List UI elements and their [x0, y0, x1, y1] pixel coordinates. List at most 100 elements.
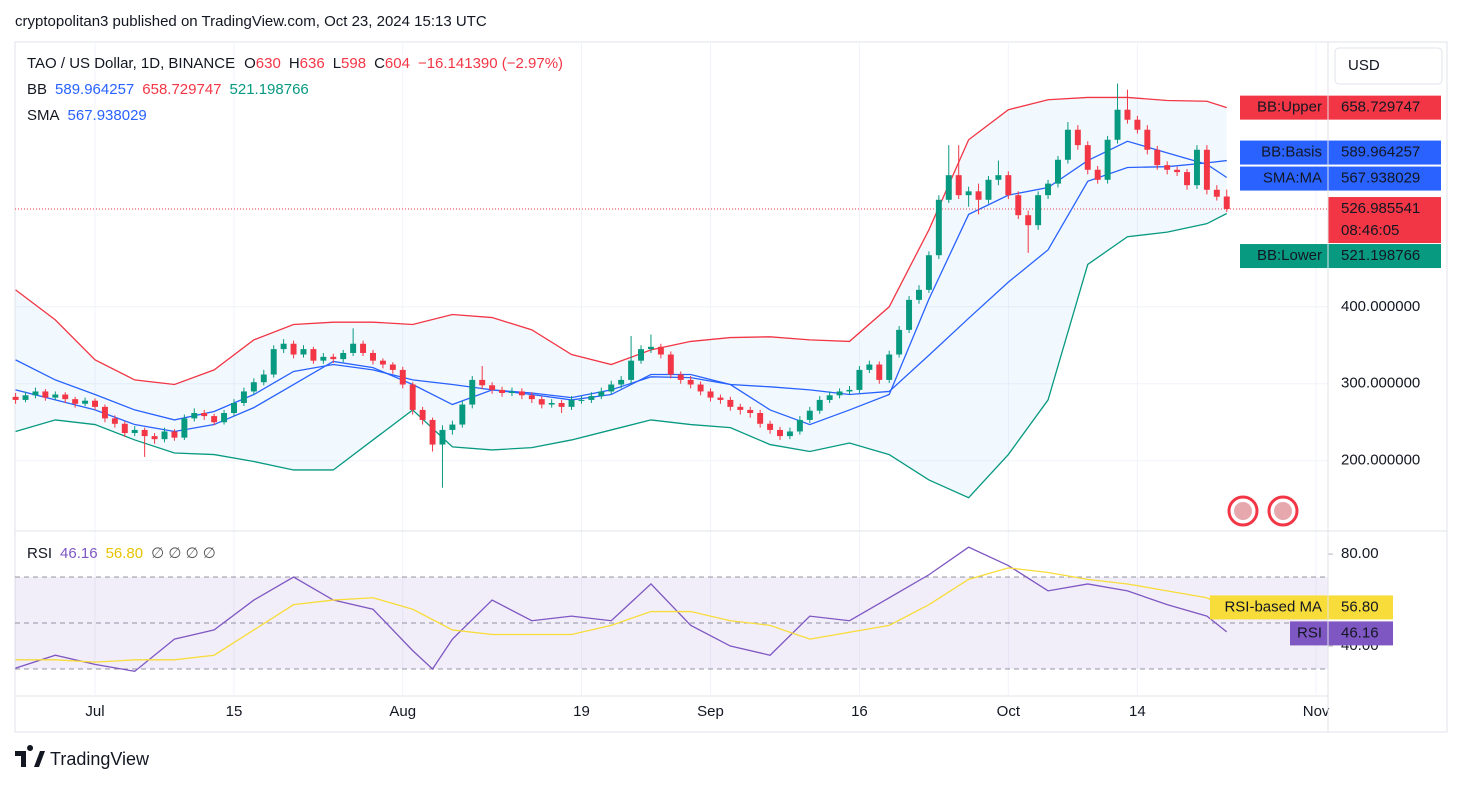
candle-body	[221, 413, 228, 423]
candle-body	[419, 409, 426, 420]
rsi-label: RSI	[27, 545, 52, 562]
candle-body	[568, 399, 575, 407]
candle-body	[856, 369, 863, 390]
candle-body	[1223, 196, 1230, 210]
candle-body	[945, 175, 952, 200]
candle-body	[231, 402, 237, 414]
candle-body	[489, 385, 496, 390]
change: −16.141390 (−2.97%)	[418, 55, 563, 72]
candle-body	[985, 179, 992, 200]
candle-body	[1084, 145, 1091, 170]
candle-body	[737, 406, 744, 410]
sma-name: SMA:MA	[1263, 170, 1322, 187]
sma-value-box	[1328, 166, 1441, 191]
candle-body	[866, 364, 873, 370]
flag-fill	[1274, 502, 1292, 520]
candle-body	[1025, 215, 1032, 226]
rsi-value-box	[1328, 621, 1393, 646]
bb-lower-value: 521.198766	[230, 81, 309, 98]
rsi-ma-value-box	[1328, 595, 1393, 620]
candle-body	[1193, 149, 1200, 186]
candle-body	[211, 416, 218, 423]
candle-body	[300, 349, 307, 355]
bb-lower-value: 521.198766	[1341, 247, 1420, 264]
candle-body	[409, 384, 416, 410]
candle-body	[677, 374, 684, 380]
bb-upper-value-box	[1328, 95, 1441, 120]
bb-upper-name: BB:Upper	[1257, 99, 1322, 116]
candle-body	[995, 175, 1002, 180]
candle-body	[647, 346, 654, 350]
candle-body	[896, 329, 903, 355]
candle-body	[1035, 195, 1042, 226]
x-tick-label: 15	[226, 703, 243, 720]
candle-body	[975, 191, 982, 200]
flag-fill	[1234, 502, 1252, 520]
candle-body	[578, 399, 585, 401]
candle-body	[657, 346, 664, 355]
candle-body	[449, 424, 456, 430]
candle-body	[687, 379, 694, 385]
candle-body	[1114, 109, 1121, 140]
candle-body	[697, 384, 704, 392]
candle-body	[1174, 169, 1181, 173]
bb-lower-value-box	[1328, 244, 1441, 269]
candle-body	[42, 391, 49, 398]
candle-body	[925, 255, 932, 290]
close-value: 604	[385, 55, 410, 72]
candle-body	[161, 431, 168, 440]
candle-body	[131, 429, 138, 434]
candle-body	[62, 394, 69, 400]
rsi-name: RSI	[1297, 624, 1322, 641]
y-tick-label: 400.000000	[1341, 298, 1420, 315]
candle-body	[250, 382, 257, 392]
candle-body	[92, 400, 98, 407]
logo-mark	[15, 745, 45, 767]
candle-body	[588, 396, 595, 400]
candle-body	[52, 394, 59, 398]
candle-body	[72, 399, 79, 404]
candle-body	[717, 397, 724, 400]
candle-body	[330, 356, 337, 360]
y-tick-label: 300.000000	[1341, 375, 1420, 392]
symbol-legend: TAO / US Dollar, 1D, BINANCE O630 H636 L598…	[27, 55, 563, 72]
candle-body	[1015, 195, 1022, 216]
candle-body	[1005, 175, 1012, 196]
candle-body	[955, 175, 962, 196]
candle-body	[747, 409, 754, 414]
rsi-value: 46.16	[60, 545, 98, 562]
marks	[12, 83, 1230, 673]
candle-body	[1124, 109, 1131, 120]
rsi-placeholders: ∅ ∅ ∅ ∅	[151, 545, 216, 562]
x-tick-label: 19	[573, 703, 590, 720]
symbol: TAO / US Dollar, 1D, BINANCE	[27, 55, 235, 72]
candle-body	[1074, 129, 1081, 146]
bb-upper-value: 658.729747	[1341, 99, 1420, 116]
bb-basis-value: 589.964257	[55, 81, 134, 98]
candle-body	[598, 391, 605, 397]
candle-body	[32, 391, 39, 396]
h-label: H	[289, 55, 300, 72]
currency-button[interactable]	[1334, 47, 1443, 85]
c-label: C	[374, 55, 385, 72]
candle-body	[399, 369, 406, 385]
y-tick-label: 200.000000	[1341, 452, 1420, 469]
flags	[1227, 495, 1299, 527]
candle-body	[906, 299, 913, 330]
last-price-value-box	[1328, 197, 1441, 244]
candle-body	[767, 423, 774, 430]
candle-body	[370, 352, 376, 361]
candle-body	[12, 396, 19, 400]
candle-body	[707, 391, 714, 398]
publisher: cryptopolitan3 published on TradingView.…	[15, 13, 487, 30]
candle-body	[1213, 189, 1220, 197]
candle-body	[191, 413, 198, 419]
candle-body	[1094, 169, 1101, 180]
currency-label: USD	[1348, 57, 1380, 74]
o-label: O	[244, 55, 256, 72]
bb-label: BB	[27, 81, 47, 98]
candle-body	[1045, 183, 1052, 196]
candle-body	[459, 404, 466, 425]
candle-body	[320, 356, 327, 361]
